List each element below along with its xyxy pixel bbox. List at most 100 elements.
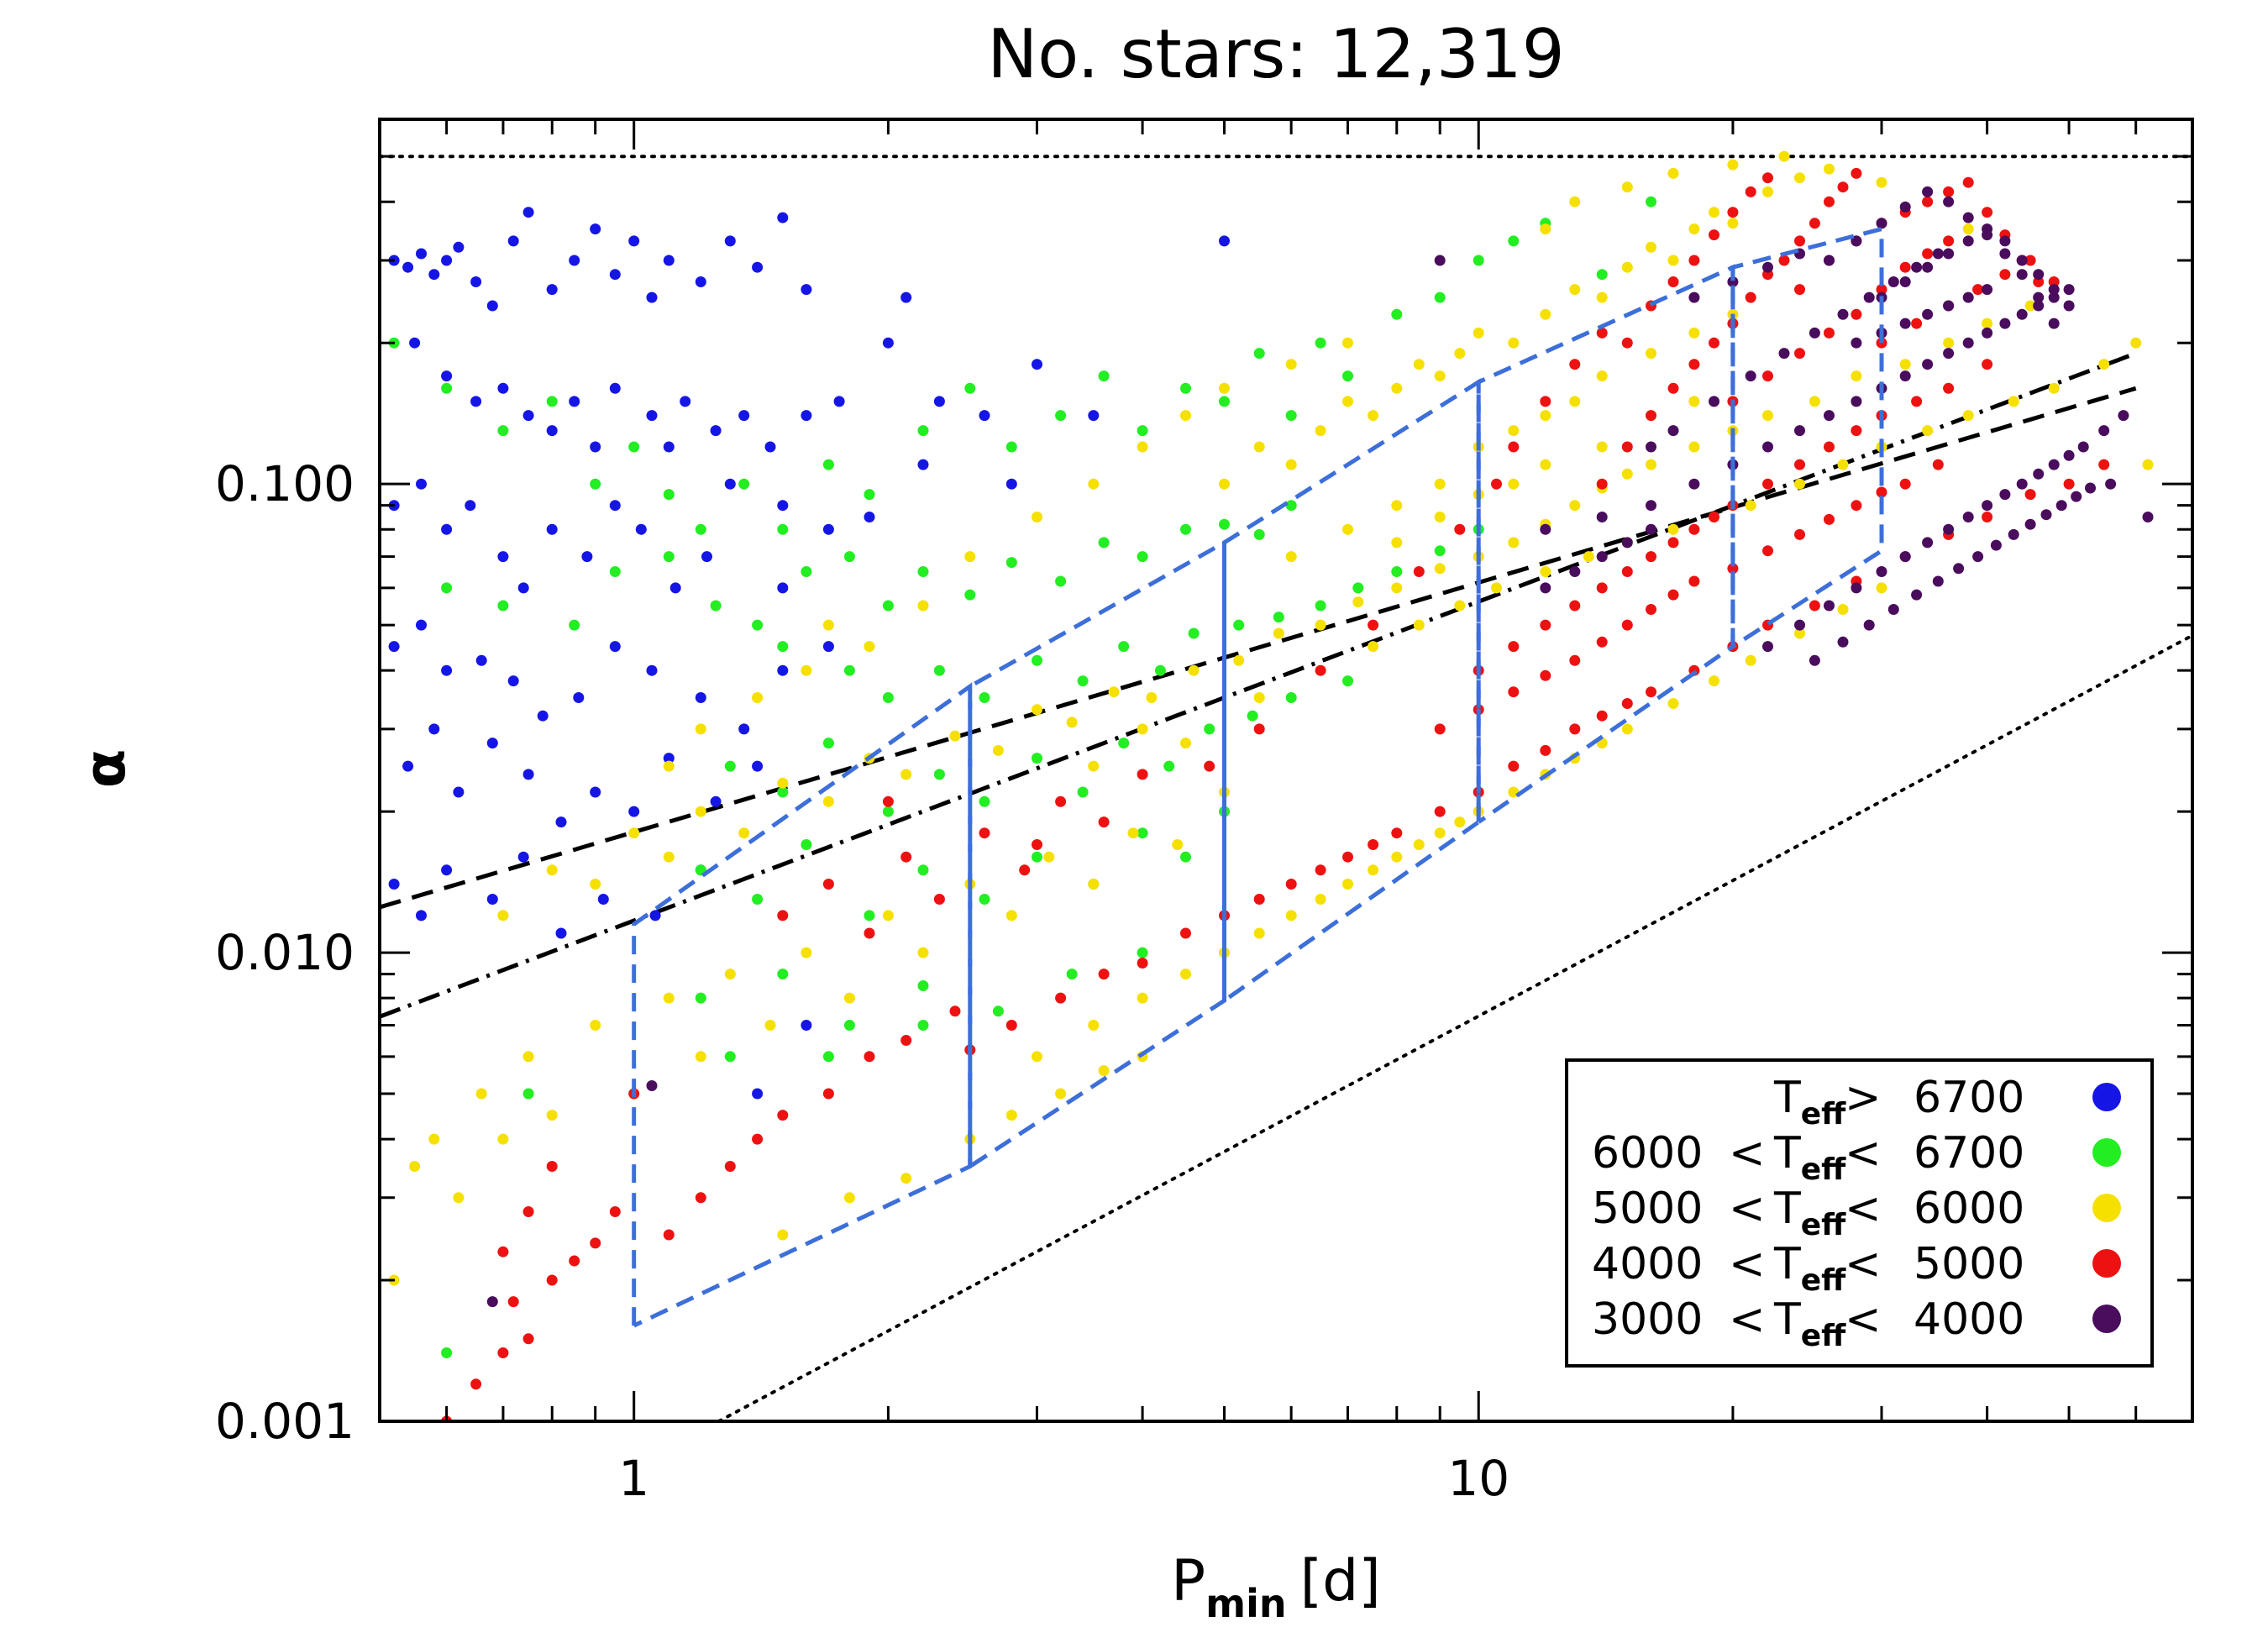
scatter-point	[1999, 489, 2011, 501]
scatter-point	[1172, 839, 1184, 850]
scatter-point	[695, 523, 706, 535]
scatter-point	[1596, 291, 1608, 303]
scatter-point	[1962, 235, 1974, 247]
scatter-point	[1688, 523, 1700, 535]
legend-entry-range-high: 6700	[1914, 1073, 2024, 1123]
scatter-point	[738, 723, 750, 735]
scatter-point	[663, 1229, 675, 1241]
scatter-point	[979, 692, 990, 703]
scatter-point	[416, 910, 427, 921]
scatter-point	[1285, 459, 1297, 470]
scatter-point	[441, 382, 453, 394]
scatter-point	[1794, 478, 1805, 490]
legend-entry-operator: <	[1845, 1239, 1882, 1289]
scatter-point	[628, 806, 640, 817]
scatter-point	[1180, 927, 1191, 939]
legend-entry-variable: Teff	[1773, 1184, 1846, 1242]
scatter-point	[1180, 382, 1191, 394]
scatter-point	[822, 459, 834, 470]
scatter-point	[609, 1206, 621, 1217]
scatter-point	[964, 551, 976, 563]
scatter-point	[537, 710, 549, 722]
scatter-point	[1899, 261, 1911, 273]
scatter-point	[1368, 839, 1379, 850]
scatter-point	[1943, 382, 1955, 394]
scatter-point	[1285, 410, 1297, 422]
scatter-point	[695, 276, 706, 287]
scatter-point	[1943, 186, 1955, 197]
scatter-point	[1962, 512, 1974, 522]
scatter-point	[843, 1020, 855, 1031]
scatter-point	[701, 551, 712, 563]
scatter-point	[497, 1246, 509, 1257]
scatter-point	[1596, 710, 1608, 722]
scatter-point	[628, 235, 640, 247]
scatter-point	[1667, 698, 1679, 709]
scatter-point	[1621, 698, 1633, 709]
scatter-point	[1596, 551, 1608, 563]
scatter-point	[497, 425, 509, 437]
scatter-point	[441, 255, 453, 266]
scatter-point	[822, 523, 834, 535]
scatter-point	[1454, 523, 1466, 535]
scatter-point	[569, 396, 580, 407]
scatter-point	[724, 1051, 736, 1063]
scatter-point	[1596, 478, 1608, 490]
legend-color-dot	[2092, 1305, 2121, 1333]
scatter-point	[724, 969, 736, 980]
scatter-point	[1745, 186, 1756, 197]
scatter-point	[2008, 528, 2019, 540]
scatter-point	[1315, 894, 1326, 905]
scatter-point	[1999, 235, 2011, 247]
scatter-point	[1454, 600, 1466, 612]
legend-entry-operator: <	[1729, 1184, 1766, 1234]
scatter-point	[1727, 218, 1739, 229]
legend-entry-operator: <	[1845, 1294, 1882, 1345]
scatter-point	[1922, 359, 1934, 370]
scatter-point	[1851, 500, 1862, 512]
scatter-point	[777, 1229, 789, 1241]
scatter-point	[695, 1051, 706, 1063]
scatter-point	[522, 1088, 534, 1100]
scatter-point	[1180, 851, 1191, 863]
scatter-point	[1342, 851, 1353, 863]
scatter-point	[1146, 692, 1158, 703]
scatter-point	[2048, 284, 2060, 296]
scatter-point	[663, 760, 675, 772]
scatter-point	[801, 1020, 812, 1031]
scatter-point	[1727, 563, 1739, 575]
scatter-point	[738, 410, 750, 422]
scatter-point	[777, 523, 789, 535]
scatter-point	[710, 795, 722, 807]
scatter-point	[1342, 396, 1353, 407]
scatter-point	[663, 992, 675, 1004]
scatter-point	[864, 641, 875, 653]
scatter-point	[646, 664, 658, 676]
scatter-point	[546, 284, 558, 296]
scatter-point	[628, 827, 640, 839]
scatter-point	[1005, 441, 1017, 453]
scatter-point	[555, 927, 567, 939]
scatter-point	[764, 1020, 776, 1031]
scatter-point	[486, 894, 498, 905]
scatter-point	[1982, 318, 1993, 329]
scatter-point	[416, 248, 427, 260]
scatter-point	[2048, 318, 2060, 329]
legend-entry-range-low: 5000	[1592, 1184, 1703, 1234]
scatter-point	[777, 664, 789, 676]
scatter-point	[1540, 223, 1551, 235]
scatter-point	[2063, 478, 2075, 490]
scatter-point	[441, 370, 453, 382]
scatter-point	[1098, 969, 1110, 980]
scatter-point	[1688, 478, 1700, 490]
legend-variable-main: T	[1773, 1128, 1801, 1179]
scatter-point	[1088, 1020, 1100, 1031]
scatter-point	[1709, 675, 1719, 687]
legend-variable-sub: eff	[1801, 1208, 1846, 1242]
scatter-point	[1066, 969, 1078, 980]
scatter-point	[1999, 269, 2011, 281]
scatter-point	[663, 551, 675, 563]
scatter-point	[590, 879, 601, 890]
scatter-point	[1342, 337, 1353, 349]
